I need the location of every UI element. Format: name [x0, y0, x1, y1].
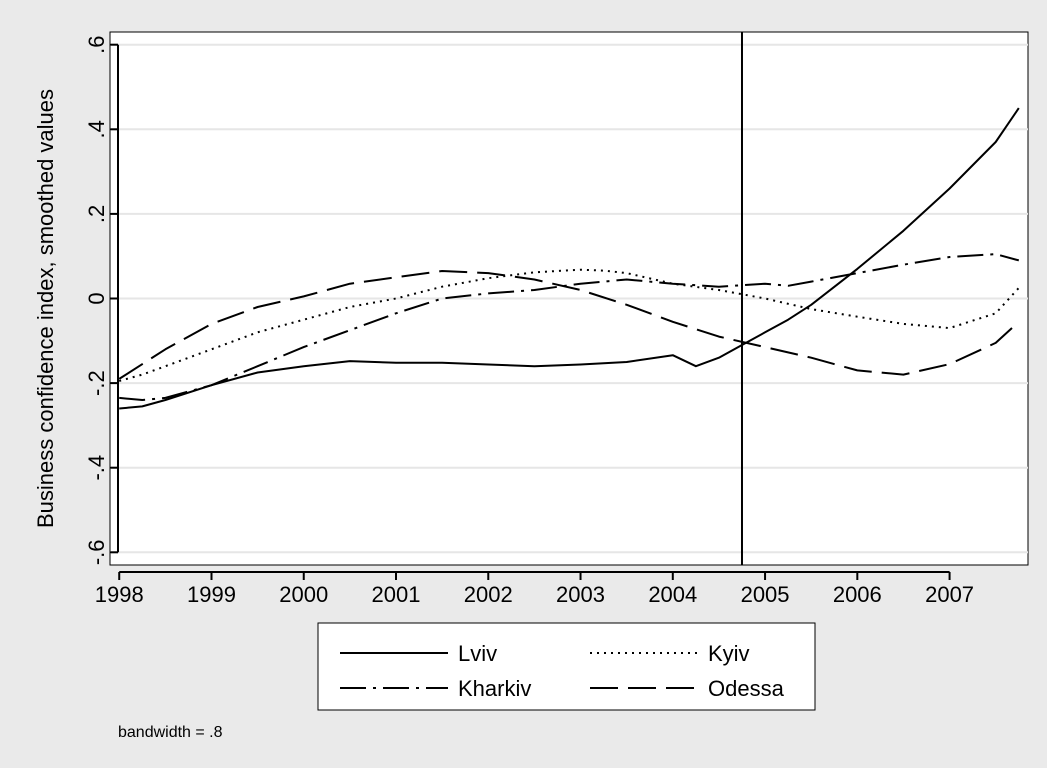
x-tick-label-9: 2007 [925, 582, 974, 607]
y-tick-label-4: .2 [84, 205, 109, 223]
legend-label-kyiv: Kyiv [708, 641, 750, 666]
x-tick-label-3: 2001 [372, 582, 421, 607]
y-tick-label-6: .6 [84, 36, 109, 54]
series-line-kyiv [118, 268, 1020, 382]
y-tick-label-0: -.6 [84, 539, 109, 565]
series-line-lviv [119, 107, 1020, 410]
legend: Lviv Kyiv Kharkiv Odessa [317, 622, 816, 711]
y-axis-title: Business confidence index, smoothed valu… [33, 89, 58, 528]
y-tick-label-1: -.4 [84, 455, 109, 481]
x-tick-label-1: 1999 [187, 582, 236, 607]
x-tick-label-8: 2006 [833, 582, 882, 607]
legend-label-lviv: Lviv [458, 641, 497, 666]
axes: -.6 -.4 -.2 0 .2 .4 .6 1998 1999 2000 2001 2002 2003… [84, 36, 974, 607]
y-tick-label-3: 0 [84, 292, 109, 304]
x-tick-label-5: 2003 [556, 582, 605, 607]
legend-box [317, 622, 816, 711]
series-layer [118, 107, 1020, 410]
x-tick-label-2: 2000 [279, 582, 328, 607]
x-tick-label-4: 2002 [464, 582, 513, 607]
grid [110, 43, 1028, 554]
series-line-kharkiv [119, 253, 1020, 401]
x-tick-label-0: 1998 [95, 582, 144, 607]
y-tick-label-5: .4 [84, 120, 109, 138]
legend-label-odessa: Odessa [708, 676, 785, 701]
series-line-odessa [118, 270, 1020, 380]
x-tick-label-6: 2004 [648, 582, 697, 607]
bandwidth-note: bandwidth = .8 [118, 724, 223, 741]
legend-label-kharkiv: Kharkiv [458, 676, 531, 701]
y-tick-label-2: -.2 [84, 370, 109, 396]
x-tick-label-7: 2005 [741, 582, 790, 607]
